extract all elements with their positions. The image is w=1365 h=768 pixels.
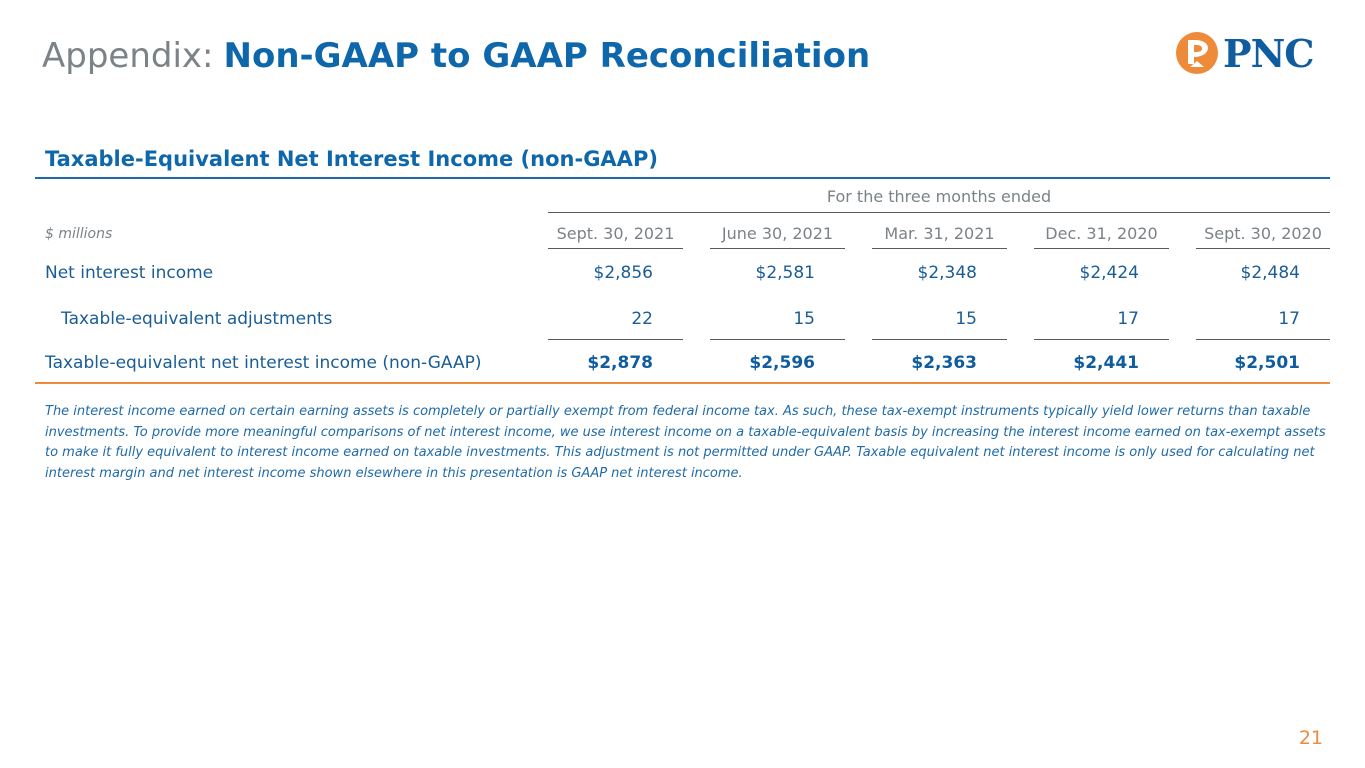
page-title-main: Non-GAAP to GAAP Reconciliation xyxy=(223,36,871,76)
pnc-logo: PNC xyxy=(1175,31,1327,77)
table-top-rule xyxy=(35,177,1330,179)
column-header-rule xyxy=(710,248,845,249)
subtotal-rule xyxy=(710,339,845,340)
row-label-net-interest-income: Net interest income xyxy=(45,263,214,283)
period-header-rule xyxy=(548,212,1330,213)
table-cell-total: $2,501 xyxy=(1234,353,1300,373)
table-cell-total: $2,441 xyxy=(1073,353,1139,373)
page-number: 21 xyxy=(1298,727,1323,749)
row-label-taxable-equivalent-nii: Taxable-equivalent net interest income (… xyxy=(45,353,482,373)
table-cell-total: $2,363 xyxy=(911,353,977,373)
column-header: Sept. 30, 2021 xyxy=(556,224,675,243)
table-cell-total: $2,596 xyxy=(749,353,815,373)
page-title: Appendix: Non-GAAP to GAAP Reconciliation xyxy=(42,34,870,78)
subtotal-rule xyxy=(1196,339,1330,340)
column-header: June 30, 2021 xyxy=(721,224,834,243)
table-cell: $2,484 xyxy=(1240,263,1300,283)
subtotal-rule xyxy=(1034,339,1169,340)
units-label: $ millions xyxy=(45,226,113,242)
column-header-rule xyxy=(548,248,683,249)
pnc-logo-wordmark: PNC xyxy=(1223,31,1315,76)
column-header-rule xyxy=(1196,248,1330,249)
table-bottom-rule xyxy=(35,382,1330,384)
column-header-rule xyxy=(1034,248,1169,249)
page-title-prefix: Appendix: xyxy=(42,36,214,76)
table-cell: 15 xyxy=(793,309,815,329)
subtotal-rule xyxy=(872,339,1007,340)
table-cell-total: $2,878 xyxy=(587,353,653,373)
row-label-taxable-equivalent-adjustments: Taxable-equivalent adjustments xyxy=(61,309,333,329)
subtotal-rule xyxy=(548,339,683,340)
section-title: Taxable-Equivalent Net Interest Income (… xyxy=(45,147,658,171)
pnc-logo-icon xyxy=(1176,32,1218,74)
table-cell: $2,856 xyxy=(593,263,653,283)
table-cell: 22 xyxy=(631,309,653,329)
column-header: Sept. 30, 2020 xyxy=(1204,224,1322,243)
footnote: The interest income earned on certain ea… xyxy=(45,404,1326,481)
column-header: Mar. 31, 2021 xyxy=(884,224,995,243)
column-header: Dec. 31, 2020 xyxy=(1045,224,1158,243)
table-cell: $2,348 xyxy=(917,263,977,283)
table-cell: 15 xyxy=(955,309,977,329)
table-cell: 17 xyxy=(1278,309,1300,329)
table-cell: $2,581 xyxy=(755,263,815,283)
table-cell: 17 xyxy=(1117,309,1139,329)
table-cell: $2,424 xyxy=(1079,263,1139,283)
column-header-rule xyxy=(872,248,1007,249)
period-header: For the three months ended xyxy=(826,187,1052,206)
